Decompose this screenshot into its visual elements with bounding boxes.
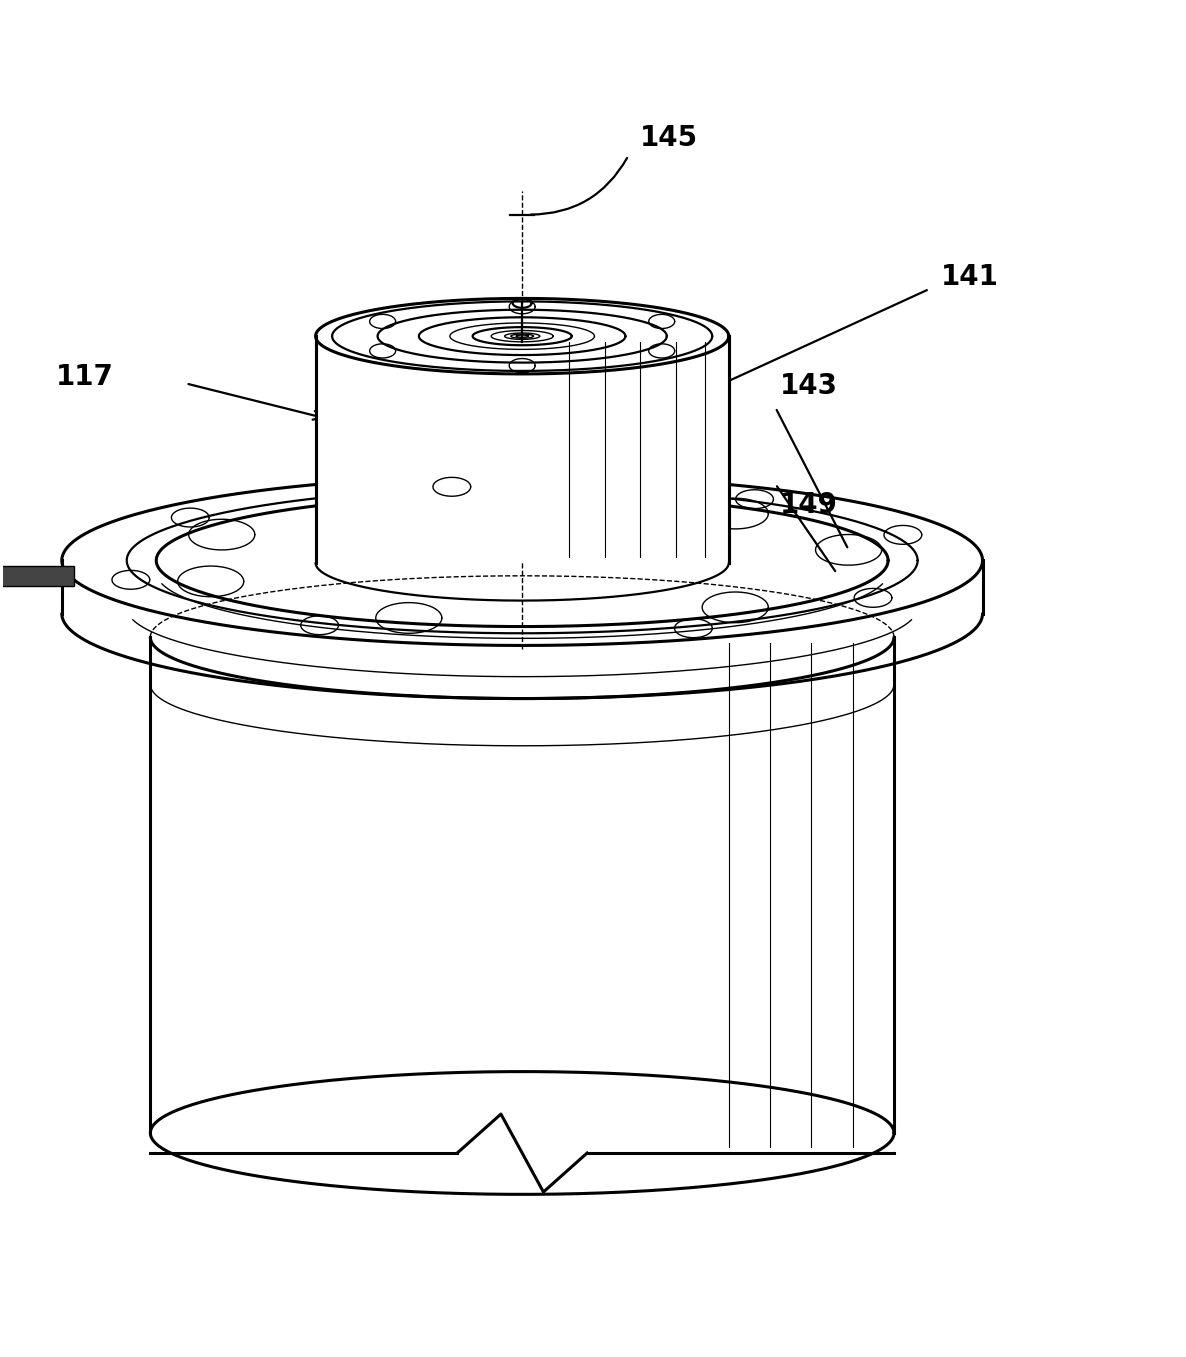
Polygon shape	[315, 337, 728, 563]
Text: 145: 145	[640, 123, 699, 152]
Text: 141: 141	[942, 263, 999, 292]
Text: 143: 143	[780, 372, 839, 400]
Text: 117: 117	[56, 364, 114, 391]
Text: 149: 149	[780, 491, 837, 520]
Polygon shape	[0, 566, 74, 586]
